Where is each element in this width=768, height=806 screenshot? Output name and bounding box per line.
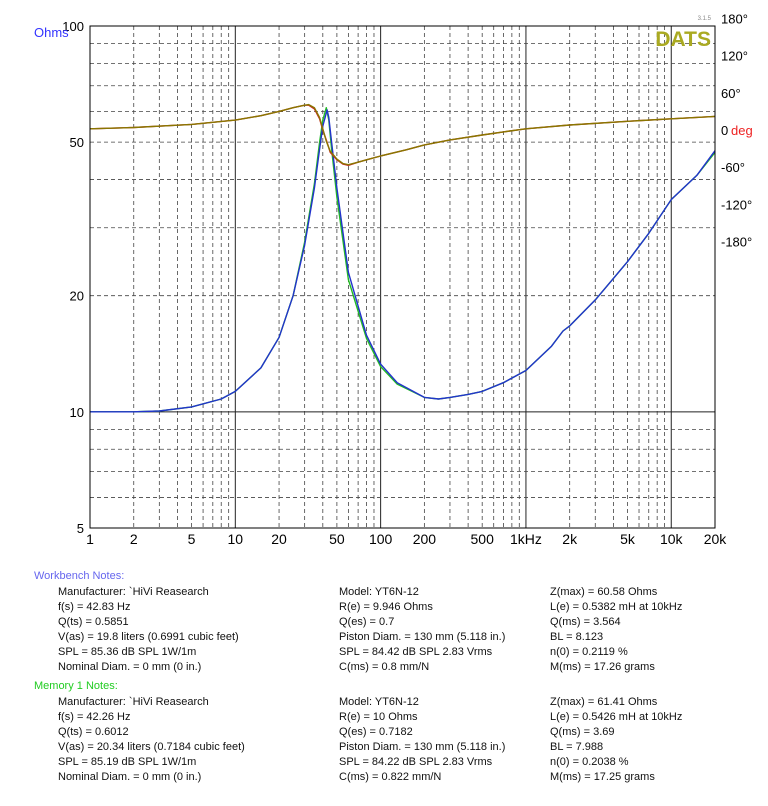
note-line: L(e) = 0.5426 mH at 10kHz <box>550 711 683 723</box>
note-line: Z(max) = 60.58 Ohms <box>550 586 658 598</box>
x-tick-label: 20 <box>271 531 287 547</box>
note-line: n(0) = 0.2038 % <box>550 756 629 768</box>
memory1-col-1: Manufacturer: `HiVi Reasearch f(s) = 42.… <box>58 695 298 785</box>
note-line: V(as) = 19.8 liters (0.6991 cubic feet) <box>58 631 239 643</box>
note-line: Q(ms) = 3.69 <box>550 726 615 738</box>
note-line: Q(ts) = 0.6012 <box>58 726 129 738</box>
y-tick-label: 20 <box>70 289 84 304</box>
x-tick-label: 200 <box>413 531 437 547</box>
phase-tick-label: -120° <box>721 197 752 212</box>
workbench-col-3: Z(max) = 60.58 Ohms L(e) = 0.5382 mH at … <box>550 585 768 675</box>
labels: 1 2 5 10 20 50 100 200 500 1kHz 2k 5k 10k 20k 5 10 20 50 1… <box>34 11 753 547</box>
phase-curve <box>89 103 716 166</box>
note-line: C(ms) = 0.822 mm/N <box>339 771 442 783</box>
phase-tick-label: -180° <box>721 235 752 250</box>
note-line: BL = 7.988 <box>550 741 604 753</box>
workbench-notes-title: Workbench Notes: <box>34 570 125 582</box>
note-line: V(as) = 20.34 liters (0.7184 cubic feet) <box>58 741 245 753</box>
note-line: Model: YT6N-12 <box>339 586 419 598</box>
x-tick-label: 20k <box>704 531 728 547</box>
note-line: Nominal Diam. = 0 mm (0 in.) <box>58 771 202 783</box>
note-line: L(e) = 0.5382 mH at 10kHz <box>550 601 683 613</box>
x-tick-label: 10k <box>660 531 684 547</box>
phase-tick-label: 0 <box>721 123 728 138</box>
impedance-curve <box>90 106 716 413</box>
note-line: Model: YT6N-12 <box>339 696 419 708</box>
memory1-col-3: Z(max) = 61.41 Ohms L(e) = 0.5426 mH at … <box>550 695 768 785</box>
x-tick-label: 100 <box>369 531 393 547</box>
workbench-col-1: Manufacturer: `HiVi Reasearch f(s) = 42.… <box>58 585 298 675</box>
x-tick-label: 2k <box>562 531 578 547</box>
memory1-notes-title: Memory 1 Notes: <box>34 680 118 692</box>
note-line: Piston Diam. = 130 mm (5.118 in.) <box>339 741 506 753</box>
x-tick-label: 1kHz <box>510 531 542 547</box>
x-tick-label: 10 <box>228 531 244 547</box>
phase-curve <box>89 104 716 167</box>
impedance-curve <box>90 109 716 413</box>
note-line: SPL = 84.22 dB SPL 2.83 Vrms <box>339 756 493 768</box>
x-tick-label: 5k <box>620 531 636 547</box>
note-line: R(e) = 9.946 Ohms <box>339 601 433 613</box>
grid <box>89 26 716 528</box>
plot-frame <box>89 25 716 529</box>
memory1-col-2: Model: YT6N-12 R(e) = 10 Ohms Q(es) = 0.… <box>339 695 579 785</box>
y-tick-label: 5 <box>77 521 84 536</box>
note-line: BL = 8.123 <box>550 631 604 643</box>
x-tick-label: 50 <box>329 531 345 547</box>
note-line: f(s) = 42.26 Hz <box>58 711 131 723</box>
phase-tick-label: 180° <box>721 11 748 26</box>
version-label: 3.1.5 <box>698 16 712 22</box>
note-line: SPL = 85.19 dB SPL 1W/1m <box>58 756 197 768</box>
note-line: Q(ts) = 0.5851 <box>58 616 129 628</box>
phase-tick-label: -60° <box>721 160 745 175</box>
y-tick-label: 10 <box>70 405 84 420</box>
note-line: Manufacturer: `HiVi Reasearch <box>58 696 209 708</box>
note-line: n(0) = 0.2119 % <box>550 646 628 658</box>
note-line: Z(max) = 61.41 Ohms <box>550 696 658 708</box>
note-line: R(e) = 10 Ohms <box>339 711 418 723</box>
x-tick-label: 2 <box>130 531 138 547</box>
phase-tick-label: 60° <box>721 86 741 101</box>
note-line: C(ms) = 0.8 mm/N <box>339 661 430 673</box>
note-line: f(s) = 42.83 Hz <box>58 601 131 613</box>
note-line: M(ms) = 17.26 grams <box>550 661 655 673</box>
note-line: Q(es) = 0.7 <box>339 616 395 628</box>
y-tick-label: 50 <box>70 135 84 150</box>
y-axis-label: Ohms <box>34 25 69 40</box>
note-line: Q(ms) = 3.564 <box>550 616 621 628</box>
phase-tick-label: 120° <box>721 49 748 64</box>
note-line: SPL = 85.36 dB SPL 1W/1m <box>58 646 197 658</box>
impedance-chart: 1 2 5 10 20 50 100 200 500 1kHz 2k 5k 10k 20k 5 10 20 50 1… <box>34 11 753 547</box>
phase-unit-label: deg <box>731 123 753 138</box>
curves <box>89 103 716 413</box>
x-tick-label: 5 <box>188 531 196 547</box>
x-tick-label: 1 <box>86 531 94 547</box>
note-line: SPL = 84.42 dB SPL 2.83 Vrms <box>339 646 493 658</box>
note-line: Manufacturer: `HiVi Reasearch <box>58 586 209 598</box>
x-tick-label: 500 <box>471 531 495 547</box>
note-line: Nominal Diam. = 0 mm (0 in.) <box>58 661 202 673</box>
note-line: M(ms) = 17.25 grams <box>550 771 655 783</box>
y-tick-label: 100 <box>62 19 84 34</box>
note-line: Q(es) = 0.7182 <box>339 726 413 738</box>
dats-badge: DATS <box>655 28 711 51</box>
workbench-col-2: Model: YT6N-12 R(e) = 9.946 Ohms Q(es) =… <box>339 585 579 675</box>
note-line: Piston Diam. = 130 mm (5.118 in.) <box>339 631 506 643</box>
